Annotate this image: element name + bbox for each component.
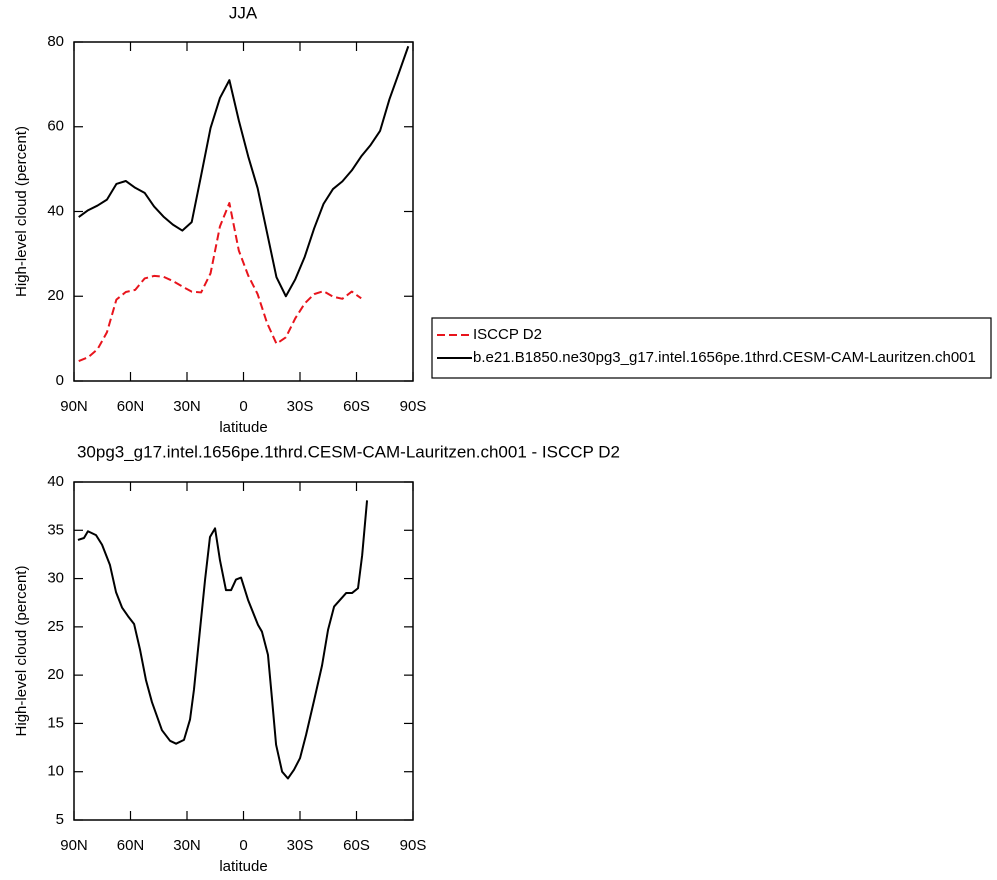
data-line bbox=[78, 45, 410, 298]
y-tick-label: 60 bbox=[47, 118, 64, 135]
x-axis-label: latitude bbox=[219, 419, 267, 436]
chart-title: JJA bbox=[229, 3, 258, 22]
x-tick-label: 60S bbox=[343, 398, 370, 415]
x-tick-label: 0 bbox=[239, 398, 247, 415]
y-tick-label: 30 bbox=[47, 570, 64, 587]
y-tick-label: 20 bbox=[47, 287, 64, 304]
y-tick-label: 5 bbox=[56, 811, 64, 828]
plot-frame bbox=[73, 481, 414, 821]
y-tick-label: 40 bbox=[47, 202, 64, 219]
legend-label: ISCCP D2 bbox=[473, 326, 542, 343]
y-axis-label: High-level cloud (percent) bbox=[13, 126, 30, 297]
y-tick-label: 0 bbox=[56, 372, 64, 389]
x-tick-label: 0 bbox=[239, 837, 247, 854]
y-tick-label: 35 bbox=[47, 521, 64, 538]
x-tick-label: 90S bbox=[400, 837, 427, 854]
data-line bbox=[77, 500, 369, 780]
plot-frame bbox=[73, 41, 414, 382]
legend-label: b.e21.B1850.ne30pg3_g17.intel.1656pe.1th… bbox=[473, 349, 976, 366]
y-tick-label: 40 bbox=[47, 473, 64, 490]
x-tick-label: 60S bbox=[343, 837, 370, 854]
chart-title: 30pg3_g17.intel.1656pe.1thrd.CESM-CAM-La… bbox=[77, 442, 620, 461]
x-tick-label: 60N bbox=[117, 837, 145, 854]
x-tick-label: 30N bbox=[173, 398, 201, 415]
y-tick-label: 25 bbox=[47, 618, 64, 635]
y-axis-label: High-level cloud (percent) bbox=[13, 566, 30, 737]
x-tick-label: 90N bbox=[60, 837, 88, 854]
x-tick-label: 90N bbox=[60, 398, 88, 415]
x-tick-label: 30S bbox=[287, 837, 314, 854]
x-tick-label: 90S bbox=[400, 398, 427, 415]
x-tick-label: 30N bbox=[173, 837, 201, 854]
y-tick-label: 15 bbox=[47, 714, 64, 731]
x-tick-label: 30S bbox=[287, 398, 314, 415]
y-tick-label: 10 bbox=[47, 763, 64, 780]
x-tick-label: 60N bbox=[117, 398, 145, 415]
legend-box bbox=[431, 317, 992, 379]
y-tick-label: 20 bbox=[47, 666, 64, 683]
y-tick-label: 80 bbox=[47, 33, 64, 50]
x-axis-label: latitude bbox=[219, 858, 267, 875]
data-line bbox=[78, 202, 362, 363]
